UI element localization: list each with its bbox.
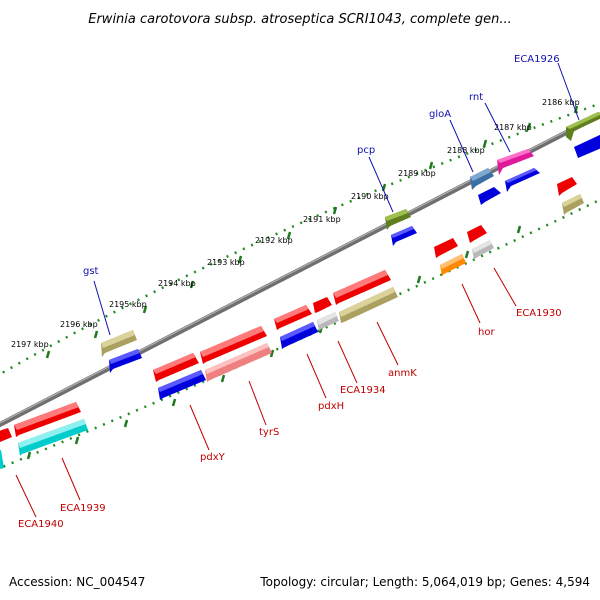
gene-label-forward: gloA bbox=[429, 109, 451, 120]
gene-reverse[interactable] bbox=[0, 428, 12, 445]
reverse-label-lines bbox=[15, 267, 517, 518]
gene-reverse[interactable] bbox=[557, 177, 577, 196]
gene-label-reverse: ECA1930 bbox=[516, 308, 562, 319]
gene-label-forward: pcp bbox=[357, 145, 375, 156]
gene-reverse[interactable] bbox=[313, 297, 332, 313]
map-title: Erwinia carotovora subsp. atroseptica SC… bbox=[88, 12, 511, 27]
gene-label-reverse: pdxY bbox=[200, 452, 226, 463]
kbp-labels: 2186 kbp 2187 kbp 2188 kbp 2189 kbp 2190… bbox=[11, 98, 580, 349]
kbp-label: 2193 kbp bbox=[207, 258, 245, 267]
gene-label-forward: gst bbox=[83, 266, 99, 277]
gene-label-reverse: ECA1940 bbox=[18, 519, 64, 530]
forward-label-lines bbox=[93, 62, 580, 336]
kbp-label: 2192 kbp bbox=[255, 236, 293, 245]
gene-reverse[interactable] bbox=[467, 225, 487, 243]
gene-label-reverse: tyrS bbox=[259, 427, 279, 438]
kbp-label: 2197 kbp bbox=[11, 340, 49, 349]
gene-reverse[interactable] bbox=[0, 450, 4, 470]
kbp-label: 2187 kbp bbox=[494, 123, 532, 132]
gene-forward[interactable] bbox=[391, 226, 417, 246]
gene-forward[interactable] bbox=[478, 187, 501, 205]
accession-text: Accession: NC_004547 bbox=[9, 575, 145, 589]
forward-gene-labels: ECA1926 rnt gloA pcp gst bbox=[83, 54, 560, 277]
gene-label-forward: rnt bbox=[469, 92, 483, 103]
gene-forward[interactable] bbox=[505, 168, 540, 192]
kbp-label: 2191 kbp bbox=[303, 215, 341, 224]
outer-major-ticks bbox=[45, 105, 579, 359]
gene-label-reverse: anmK bbox=[388, 368, 417, 379]
gene-label-reverse: hor bbox=[478, 327, 495, 338]
gene-forward[interactable] bbox=[566, 112, 600, 141]
kbp-label: 2186 kbp bbox=[542, 98, 580, 107]
gene-forward[interactable] bbox=[574, 133, 600, 158]
reverse-genes bbox=[0, 177, 584, 470]
gene-label-reverse: ECA1939 bbox=[60, 503, 106, 514]
reverse-gene-labels: ECA1930 hor anmK ECA1934 pdxH tyrS pdxY … bbox=[18, 308, 562, 530]
gene-label-reverse: pdxH bbox=[318, 401, 344, 412]
kbp-label: 2188 kbp bbox=[447, 146, 485, 155]
kbp-label: 2195 kbp bbox=[109, 300, 147, 309]
gene-label-reverse: ECA1934 bbox=[340, 385, 386, 396]
forward-genes bbox=[101, 112, 600, 373]
kbp-label: 2194 kbp bbox=[158, 279, 196, 288]
kbp-label: 2190 kbp bbox=[351, 192, 389, 201]
summary-text: Topology: circular; Length: 5,064,019 bp… bbox=[259, 575, 590, 589]
gene-forward[interactable] bbox=[497, 149, 534, 175]
gene-reverse[interactable] bbox=[434, 238, 458, 258]
kbp-label: 2196 kbp bbox=[60, 320, 98, 329]
gene-label-forward: ECA1926 bbox=[514, 54, 560, 65]
kbp-label: 2189 kbp bbox=[398, 169, 436, 178]
